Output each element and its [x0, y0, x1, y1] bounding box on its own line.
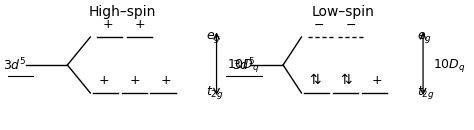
Text: $3d^5$: $3d^5$ [232, 57, 256, 73]
Text: $3d^5$: $3d^5$ [3, 57, 27, 73]
Text: High–spin: High–spin [89, 5, 156, 19]
Text: $+$: $+$ [102, 18, 113, 31]
Text: ⇅: ⇅ [340, 73, 352, 87]
Text: $10D_q$: $10D_q$ [433, 57, 466, 73]
Text: Low–spin: Low–spin [311, 5, 374, 19]
Text: $-$: $-$ [346, 18, 356, 31]
Text: $10D_q$: $10D_q$ [227, 57, 259, 73]
Text: $t_{2g}$: $t_{2g}$ [417, 84, 435, 102]
Text: $t_{2g}$: $t_{2g}$ [206, 84, 224, 102]
Text: $+$: $+$ [160, 74, 171, 87]
Text: $+$: $+$ [134, 18, 146, 31]
Text: $+$: $+$ [129, 74, 140, 87]
Text: $e_g$: $e_g$ [206, 30, 221, 44]
Text: $+$: $+$ [99, 74, 110, 87]
Text: $-$: $-$ [313, 18, 325, 31]
Text: $e_g$: $e_g$ [417, 30, 432, 44]
Text: $+$: $+$ [371, 74, 383, 87]
Text: ⇅: ⇅ [310, 73, 321, 87]
